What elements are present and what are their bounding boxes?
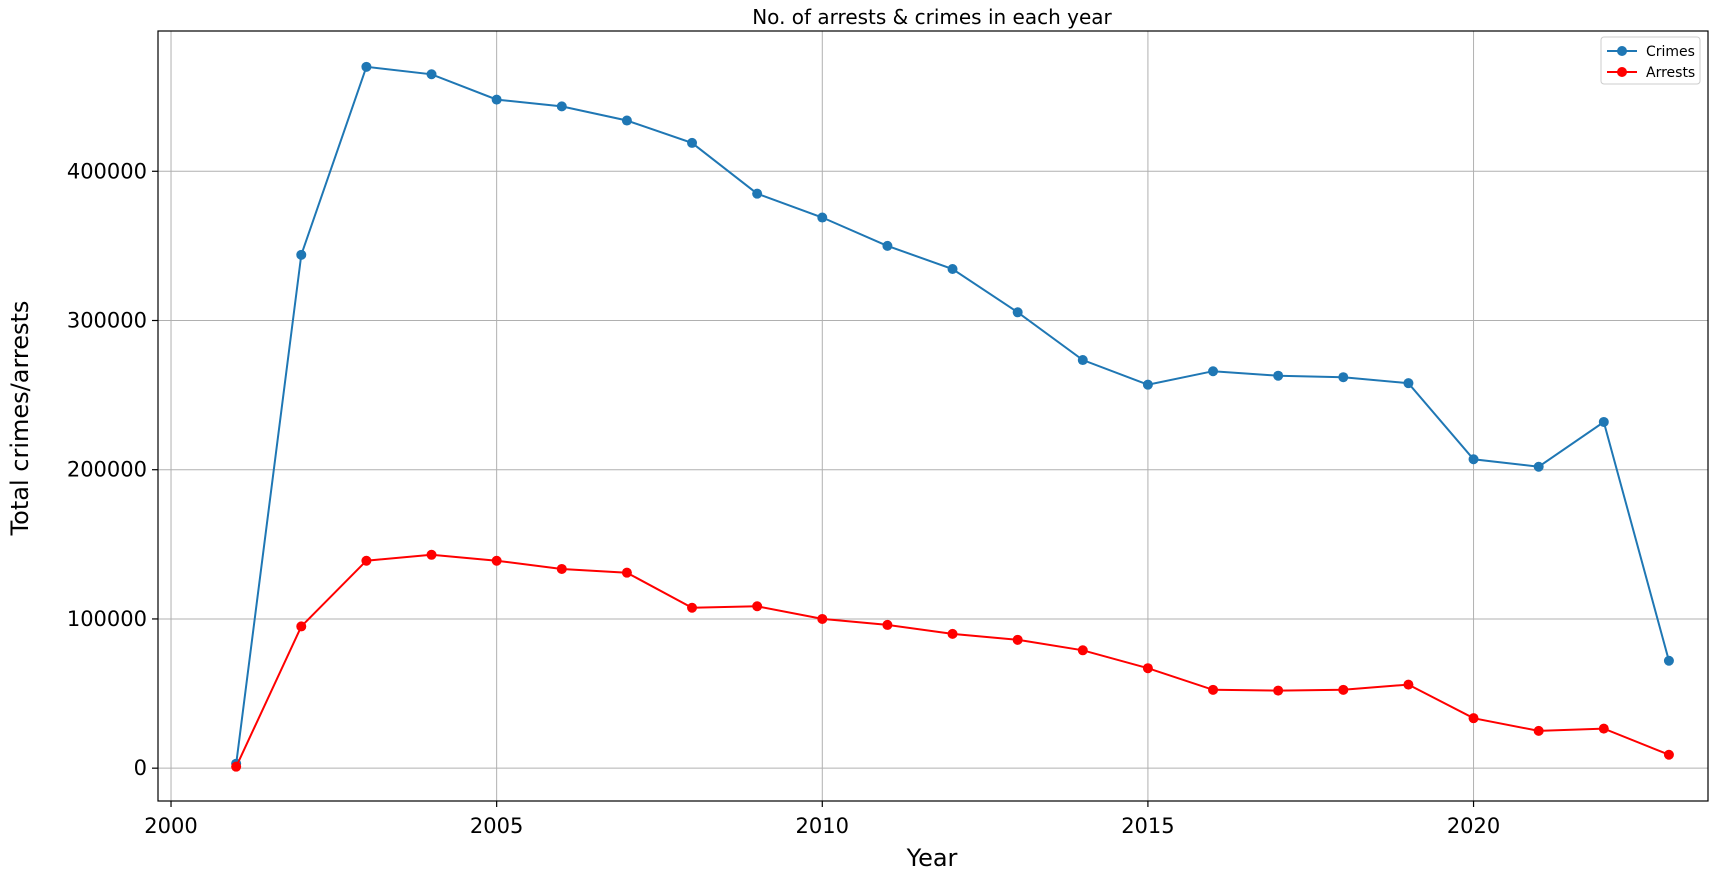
crimes-point (426, 69, 437, 80)
plot-frame (157, 30, 1709, 802)
x-tick-label: 2020 (1447, 814, 1500, 838)
arrests-point (426, 549, 437, 560)
crimes-point (556, 101, 567, 112)
arrests-point (296, 621, 307, 632)
crimes-point (296, 249, 307, 260)
arrests-point (621, 567, 632, 578)
arrests-point (1598, 723, 1609, 734)
y-tick-label: 100000 (67, 607, 147, 631)
crimes-point (1598, 416, 1609, 427)
crimes-point (1142, 379, 1153, 390)
crimes-point (1663, 655, 1674, 666)
arrests-point (1077, 645, 1088, 656)
crimes-point (1273, 370, 1284, 381)
arrests-point (882, 619, 893, 630)
arrests-point (231, 761, 242, 772)
x-axis-label: Year (906, 844, 958, 872)
crimes-point (361, 61, 372, 72)
y-tick-label: 400000 (67, 159, 147, 183)
arrests-point (1012, 634, 1023, 645)
legend-crimes-marker (1617, 46, 1627, 56)
arrests-point (1403, 679, 1414, 690)
x-tick-label: 2000 (144, 814, 197, 838)
arrests-point (1533, 725, 1544, 736)
arrests-point (752, 601, 763, 612)
arrests-point (1273, 685, 1284, 696)
y-tick-label: 300000 (67, 308, 147, 332)
y-axis-label: Total crimes/arrests (6, 301, 34, 537)
crimes-point (1012, 307, 1023, 318)
y-tick-label: 200000 (67, 458, 147, 482)
arrests-point (817, 613, 828, 624)
grid (158, 31, 1708, 801)
crimes-point (1468, 454, 1479, 465)
crimes-point (1533, 461, 1544, 472)
crimes-point (947, 264, 958, 275)
legend-crimes-label: Crimes (1646, 44, 1695, 60)
crimes-point (687, 137, 698, 148)
y-tick-label: 0 (134, 756, 147, 780)
crimes-point (817, 212, 828, 223)
crimes-point (491, 94, 502, 105)
arrests-point (1468, 713, 1479, 724)
crimes-point (1077, 355, 1088, 366)
crimes-point (1338, 372, 1349, 383)
arrests-point (1663, 749, 1674, 760)
arrests-point (947, 628, 958, 639)
arrests-point (556, 563, 567, 574)
arrests-point (1338, 684, 1349, 695)
legend: Crimes Arrests (1600, 36, 1701, 85)
crimes-point (1403, 378, 1414, 389)
legend-arrests-label: Arrests (1646, 65, 1695, 81)
x-tick-label: 2010 (796, 814, 849, 838)
series-layer (231, 61, 1674, 772)
crimes-point (882, 240, 893, 251)
x-tick-label: 2005 (470, 814, 523, 838)
arrests-point (687, 602, 698, 613)
crimes-point (621, 115, 632, 126)
crimes-point (752, 188, 763, 199)
x-tick-label: 2015 (1121, 814, 1174, 838)
arrests-point (1208, 684, 1219, 695)
axis-ticks: 2000 2005 2010 2015 2020 0 100000 200000 300000 4… (67, 159, 1500, 838)
chart-title: No. of arrests & crimes in each year (752, 5, 1112, 29)
arrests-point (491, 555, 502, 566)
arrests-point (1142, 663, 1153, 674)
crimes-point (1208, 366, 1219, 377)
arrests-point (361, 555, 372, 566)
legend-arrests-marker (1617, 67, 1627, 77)
